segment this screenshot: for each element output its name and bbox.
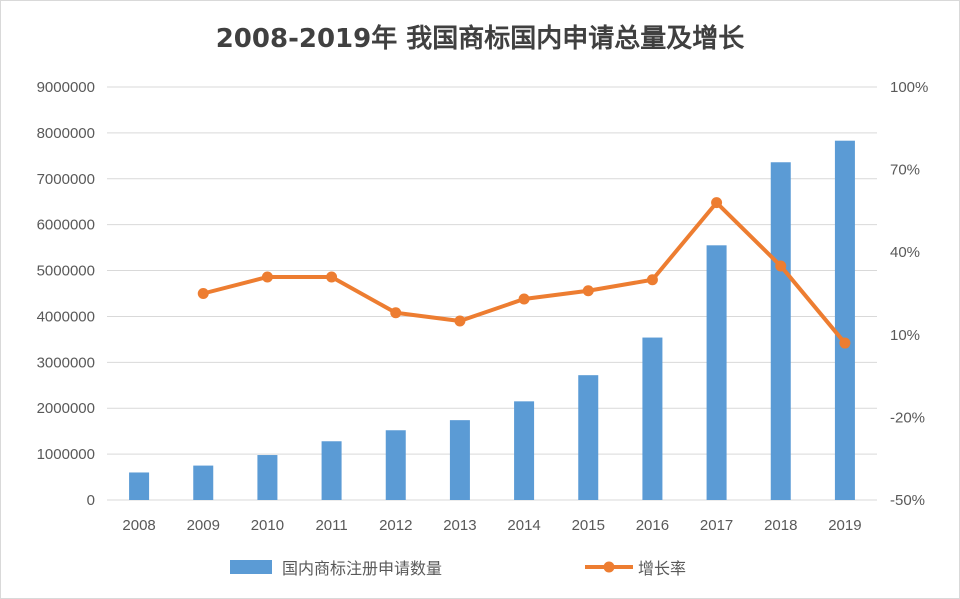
y-right-tick-label: 40%	[890, 244, 920, 261]
bar	[578, 375, 599, 500]
bar	[514, 401, 535, 500]
chart-title: 2008-2019年 我国商标国内申请总量及增长	[215, 24, 745, 54]
left-axis-ticks: 0 1000000 2000000 3000000 4000000 5000000 6000…	[37, 79, 95, 509]
gridlines	[107, 86, 877, 501]
growth-rate-point	[582, 285, 594, 297]
bar	[449, 420, 470, 500]
growth-rate-point	[261, 271, 273, 283]
legend: 国内商标注册申请数量 增长率	[230, 559, 686, 578]
y-right-tick-label: 70%	[890, 162, 920, 179]
y-left-tick-label: 0	[87, 492, 95, 509]
y-left-tick-label: 8000000	[37, 125, 95, 142]
growth-rate-point	[518, 293, 530, 305]
bar	[642, 337, 663, 500]
x-tick-label: 2012	[379, 517, 412, 534]
legend-swatch-marker	[603, 561, 615, 573]
x-tick-label: 2017	[700, 517, 733, 534]
legend-label-bar: 国内商标注册申请数量	[282, 559, 442, 578]
y-left-tick-label: 9000000	[37, 79, 95, 96]
x-tick-label: 2011	[315, 517, 347, 534]
growth-rate-point	[197, 288, 209, 299]
y-left-tick-label: 6000000	[37, 217, 95, 234]
x-tick-label: 2016	[636, 517, 669, 534]
x-tick-label: 2014	[507, 517, 540, 534]
y-left-tick-label: 5000000	[37, 263, 95, 280]
bar	[706, 245, 727, 500]
growth-rate-point	[711, 197, 723, 209]
x-axis-ticks: 2008 2009 2010 2011 2012 2013 2014 2015 2016 2017…	[122, 517, 861, 534]
y-left-tick-label: 1000000	[37, 446, 95, 463]
bar	[257, 455, 278, 500]
growth-rate-point	[839, 337, 851, 349]
y-right-tick-label: 100%	[890, 79, 928, 96]
growth-rate-point	[390, 307, 402, 319]
growth-rate-point	[775, 260, 787, 272]
y-right-tick-label: 10%	[890, 327, 920, 344]
x-tick-label: 2013	[443, 517, 476, 534]
growth-rate-point	[646, 274, 658, 286]
legend-swatch-bar	[230, 560, 272, 574]
y-left-tick-label: 7000000	[37, 171, 95, 188]
x-tick-label: 2019	[828, 517, 861, 534]
x-tick-label: 2009	[187, 517, 220, 534]
growth-rate-point	[454, 315, 466, 327]
legend-label-line: 增长率	[638, 559, 686, 578]
x-tick-label: 2018	[764, 517, 797, 534]
y-left-tick-label: 3000000	[37, 354, 95, 371]
right-axis-ticks: -50% -20% 10% 40% 70% 100%	[890, 79, 928, 509]
line-series	[197, 197, 851, 349]
y-right-tick-label: -50%	[890, 492, 925, 509]
y-left-tick-label: 2000000	[37, 400, 95, 417]
bar	[193, 465, 214, 500]
x-tick-label: 2010	[251, 517, 284, 534]
bar	[834, 140, 855, 500]
x-tick-label: 2015	[572, 517, 605, 534]
bar	[321, 441, 342, 500]
growth-rate-line	[202, 200, 847, 345]
bar-series	[129, 140, 855, 500]
bar	[129, 472, 150, 500]
x-tick-label: 2008	[122, 517, 155, 534]
growth-rate-point	[326, 271, 338, 283]
bar	[770, 162, 791, 500]
y-right-tick-label: -20%	[890, 409, 925, 426]
bar	[385, 430, 406, 500]
y-left-tick-label: 4000000	[37, 308, 95, 325]
